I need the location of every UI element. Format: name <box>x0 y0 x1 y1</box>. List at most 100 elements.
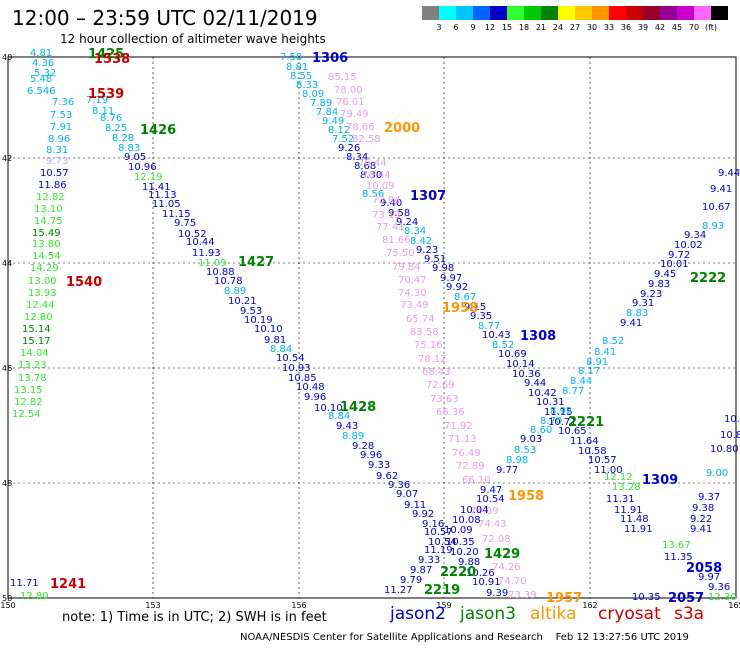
legend-entry-cryosat: cryosat <box>598 604 661 624</box>
latitude-tick-label: 48 <box>2 479 12 488</box>
pass-time-label: 1309 <box>642 473 678 488</box>
color-swatch <box>422 6 439 20</box>
wave-height-value: 11.31 <box>606 494 635 505</box>
wave-height-value: 11.35 <box>664 552 693 563</box>
pass-time-label: 1428 <box>340 400 376 415</box>
wave-height-value: 7.84 <box>316 107 338 118</box>
wave-height-value: 83.58 <box>410 327 439 338</box>
wave-height-value: 9.96 <box>360 450 382 461</box>
wave-height-value: 10.52 <box>178 229 207 240</box>
wave-height-value: 9.31 <box>632 298 654 309</box>
wave-height-value: 9.62 <box>376 471 398 482</box>
legend-entry-jason2: jason2 <box>390 604 446 624</box>
color-scale-label: 12 <box>485 23 495 32</box>
color-swatch <box>524 6 541 20</box>
wave-height-value: 10.09 <box>444 525 473 536</box>
wave-height-value: 72.08 <box>482 534 511 545</box>
wave-height-value: 12.82 <box>14 397 43 408</box>
pass-time-label: 1538 <box>94 52 130 67</box>
wave-height-value: 9.44 <box>524 378 546 389</box>
footer-note: note: 1) Time is in UTC; 2) SWH is in fe… <box>62 610 327 625</box>
pass-time-label: 2219 <box>424 583 460 598</box>
wave-height-value: 10.57 <box>424 527 453 538</box>
wave-height-value: 12.12 <box>604 472 633 483</box>
wave-height-value: 10.96 <box>128 162 157 173</box>
wave-height-value: 76.49 <box>452 448 481 459</box>
wave-height-value: 14.75 <box>34 216 63 227</box>
wave-height-value: 8.30 <box>360 170 382 181</box>
wave-height-value: 66.10 <box>462 475 491 486</box>
pass-time-label: 1426 <box>140 123 176 138</box>
wave-height-value: 70.47 <box>398 275 427 286</box>
wave-height-value: 5.32 <box>34 68 56 79</box>
wave-height-value: 8.11 <box>92 106 114 117</box>
wave-height-value: 8.83 <box>626 308 648 319</box>
wave-height-value: 9.51 <box>424 254 446 265</box>
pass-time-label: 1958 <box>442 301 478 316</box>
wave-height-value: 8.77 <box>478 321 500 332</box>
wave-height-value: 15.17 <box>22 336 51 347</box>
wave-height-value: 9.41 <box>710 184 732 195</box>
wave-height-value: 9.81 <box>264 335 286 346</box>
wave-height-value: 13.80 <box>32 239 61 250</box>
wave-height-value: 8.56 <box>362 189 384 200</box>
wave-height-value: 13.10 <box>34 204 63 215</box>
wave-height-value: 65.74 <box>406 314 435 325</box>
wave-height-value: 11.71 <box>10 578 39 589</box>
legend-entry-altika: altika <box>530 604 577 624</box>
wave-height-value: 10.88 <box>720 430 740 441</box>
wave-height-value: 74.09 <box>470 506 499 517</box>
wave-height-value: 10.31 <box>536 397 565 408</box>
wave-height-value: 10.14 <box>506 359 535 370</box>
wave-height-value: 4.36 <box>32 58 54 69</box>
wave-height-value: 73.94 <box>372 195 401 206</box>
wave-height-value: 10.58 <box>578 446 607 457</box>
wave-height-value: 13.23 <box>18 360 47 371</box>
wave-height-value: 10.44 <box>186 237 215 248</box>
wave-height-value: 73.49 <box>400 300 429 311</box>
legend-entry-s3a: s3a <box>674 604 705 624</box>
color-scale-label: 45 <box>672 23 682 32</box>
wave-height-value: 5.48 <box>30 74 52 85</box>
wave-height-value: 10.10 <box>254 324 283 335</box>
legend-entry-jason3: jason3 <box>460 604 516 624</box>
wave-height-value: 10.67 <box>702 202 731 213</box>
color-swatch <box>558 6 575 20</box>
wave-height-value: 68.43 <box>422 367 451 378</box>
wave-height-value: 8.77 <box>562 386 584 397</box>
wave-height-value: 8.34 <box>404 226 426 237</box>
color-swatch <box>456 6 473 20</box>
wave-height-value: 10.42 <box>528 388 557 399</box>
wave-height-value: 9.87 <box>410 565 432 576</box>
wave-height-value: 9.92 <box>446 282 468 293</box>
wave-height-value: 78.66 <box>346 122 375 133</box>
latitude-tick-label: 40 <box>2 53 12 62</box>
wave-height-value: 8.83 <box>118 143 140 154</box>
color-scale-label: (ft) <box>705 23 717 32</box>
wave-height-value: 85.15 <box>328 72 357 83</box>
wave-height-value: 10.57 <box>588 455 617 466</box>
wave-height-value: 10.93 <box>282 363 311 374</box>
wave-height-value: 10.04 <box>460 505 489 516</box>
wave-height-value: 10.20 <box>450 547 479 558</box>
wave-height-value: 8.28 <box>112 133 134 144</box>
wave-height-value: 9.37 <box>698 492 720 503</box>
wave-height-value: 9.03 <box>520 434 542 445</box>
wave-height-value: 9.77 <box>496 465 518 476</box>
wave-height-value: 8.81 <box>286 62 308 73</box>
wave-height-value: 9.83 <box>648 279 670 290</box>
wave-height-value: 13.78 <box>18 373 47 384</box>
wave-height-value: 12.19 <box>134 172 163 183</box>
wave-height-value: 9.23 <box>640 289 662 300</box>
map-frame <box>7 56 737 599</box>
wave-height-value: 11.86 <box>38 180 67 191</box>
wave-height-value: 9.36 <box>708 582 730 593</box>
color-scale-label: 36 <box>621 23 631 32</box>
wave-height-value: 12.80 <box>24 312 53 323</box>
wave-height-value: 13.00 <box>28 276 57 287</box>
wave-height-value: 13.28 <box>612 482 641 493</box>
wave-height-value: 13.93 <box>28 288 57 299</box>
wave-height-value: 10.54 <box>476 494 505 505</box>
latitude-tick-label: 44 <box>2 259 12 268</box>
